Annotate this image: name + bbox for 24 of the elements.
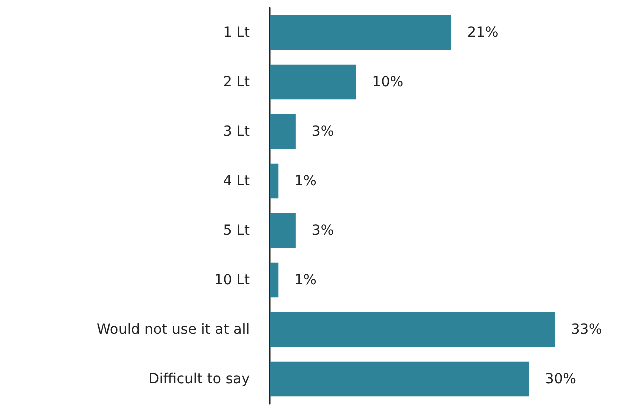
y-tick-label: Would not use it at all: [96, 322, 250, 338]
y-tick-label: 1 Lt: [223, 24, 250, 41]
bar: [270, 362, 530, 397]
data-label: 3%: [312, 222, 334, 239]
bar: [270, 164, 279, 199]
bar: [270, 213, 296, 248]
data-label: 30%: [545, 371, 576, 388]
data-label: 33%: [571, 322, 602, 338]
data-label: 21%: [468, 24, 499, 41]
y-tick-label: 10 Lt: [214, 272, 250, 288]
data-label: 1%: [294, 173, 317, 190]
y-tick-label: 4 Lt: [223, 173, 250, 190]
bar: [270, 64, 356, 100]
y-tick-label: 2 Lt: [223, 74, 250, 90]
bar: [270, 262, 279, 298]
data-label: 1%: [294, 272, 317, 288]
data-label: 3%: [312, 124, 334, 140]
y-tick-label: Difficult to say: [148, 371, 250, 388]
bar: [270, 312, 556, 348]
bar: [270, 15, 452, 50]
y-tick-label: 3 Lt: [223, 124, 250, 140]
y-tick-label: 5 Lt: [223, 222, 250, 239]
data-label: 10%: [372, 74, 404, 90]
bar: [270, 114, 296, 150]
